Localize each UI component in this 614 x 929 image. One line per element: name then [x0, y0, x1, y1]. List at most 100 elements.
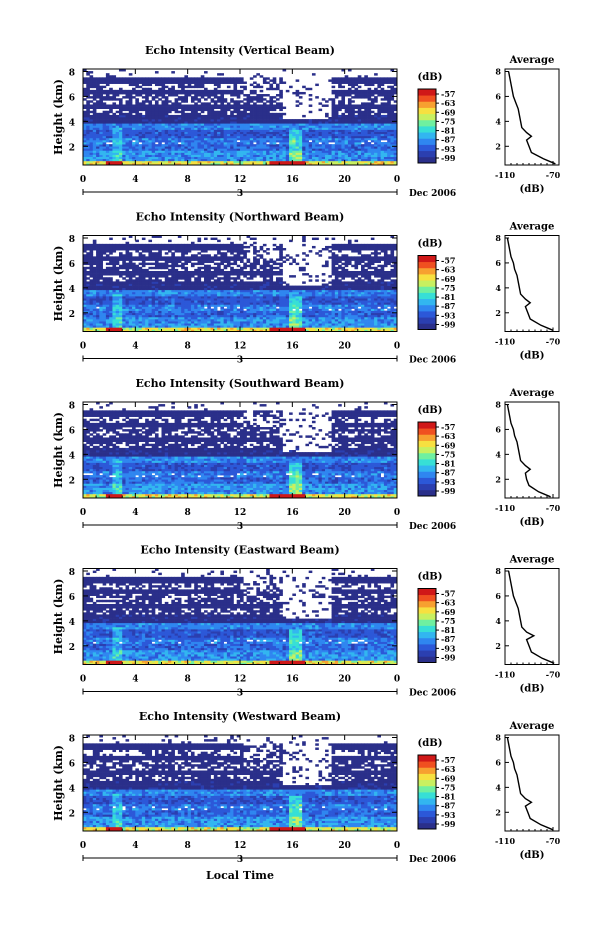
heatmap-cell — [154, 79, 159, 82]
heatmap-cell — [269, 108, 274, 112]
heatmap-cell — [132, 296, 136, 299]
heatmap-cell — [230, 79, 234, 82]
heatmap-cell — [138, 162, 143, 166]
heatmap-cell — [374, 154, 378, 158]
heatmap-cell — [171, 308, 175, 311]
heatmap-cell — [135, 91, 139, 95]
heatmap-cell — [387, 148, 391, 151]
heatmap-cell — [135, 266, 139, 270]
heatmap-cell — [190, 123, 195, 126]
heatmap-cell — [141, 146, 146, 149]
heatmap-cell — [272, 137, 277, 141]
heatmap-cell — [96, 256, 100, 259]
heatmap-cell — [354, 127, 359, 130]
heatmap-cell — [105, 245, 110, 249]
heatmap-cell — [236, 156, 241, 160]
heatmap-cell — [226, 106, 231, 110]
heatmap-cell — [259, 98, 264, 101]
heatmap-cell — [83, 121, 87, 124]
heatmap-cell — [210, 133, 215, 137]
heatmap-cell — [220, 110, 224, 114]
heatmap-cell — [328, 152, 332, 155]
heatmap-cell — [92, 316, 97, 320]
heatmap-cell — [122, 108, 126, 112]
heatmap-cell — [168, 325, 172, 328]
heatmap-cell — [89, 287, 94, 291]
heatmap-cell — [148, 289, 153, 293]
heatmap-cell — [364, 150, 368, 153]
heatmap-cell — [207, 150, 211, 153]
heatmap-cell — [217, 104, 221, 107]
heatmap-cell — [344, 77, 349, 80]
heatmap-cell — [233, 117, 238, 120]
heatmap-cell — [213, 162, 218, 166]
heatmap-cell — [207, 127, 211, 130]
heatmap-cell — [233, 94, 238, 97]
heatmap-cell — [181, 254, 185, 257]
heatmap-cell — [122, 123, 126, 126]
heatmap-cell — [174, 137, 179, 141]
heatmap-cell — [132, 245, 136, 249]
heatmap-cell — [99, 291, 103, 295]
heatmap-cell — [269, 85, 274, 89]
heatmap-cell — [115, 291, 120, 295]
heatmap-cell — [262, 152, 267, 155]
heatmap-cell — [318, 135, 323, 139]
heatmap-cell — [174, 125, 179, 128]
heatmap-cell — [341, 133, 346, 137]
heatmap-cell — [334, 129, 339, 132]
heatmap-cell — [148, 119, 153, 122]
heatmap-cell — [207, 142, 211, 145]
heatmap-cell — [112, 306, 117, 309]
heatmap-cell — [266, 152, 270, 155]
heatmap-cell — [295, 94, 300, 97]
heatmap-cell — [141, 262, 146, 266]
heatmap-cell — [200, 94, 205, 97]
heatmap-cell — [171, 106, 175, 110]
heatmap-cell — [269, 83, 274, 87]
heatmap-cell — [141, 273, 146, 276]
heatmap-cell — [295, 156, 300, 160]
heatmap-cell — [390, 135, 395, 139]
heatmap-cell — [374, 125, 378, 128]
heatmap-cell — [302, 139, 306, 143]
heatmap-cell — [96, 285, 100, 289]
heatmap-cell — [177, 235, 182, 238]
heatmap-cell — [387, 106, 391, 110]
heatmap-cell — [223, 144, 228, 147]
heatmap-cell — [174, 243, 179, 247]
heatmap-cell — [151, 310, 156, 314]
heatmap-cell — [347, 150, 352, 153]
heatmap-cell — [148, 281, 153, 284]
heatmap-cell — [331, 135, 336, 139]
heatmap-cell — [171, 273, 175, 276]
heatmap-cell — [115, 79, 120, 82]
heatmap-cell — [145, 256, 149, 259]
heatmap-cell — [357, 79, 362, 82]
heatmap-cell — [148, 154, 153, 158]
heatmap-cell — [102, 146, 107, 149]
heatmap-cell — [305, 127, 310, 130]
heatmap-cell — [370, 158, 375, 162]
heatmap-cell — [128, 323, 133, 326]
heatmap-cell — [217, 125, 221, 128]
heatmap-cell — [86, 314, 90, 318]
heatmap-cell — [279, 137, 283, 141]
heatmap-cell — [122, 329, 126, 332]
heatmap-cell — [272, 77, 277, 80]
heatmap-cell — [161, 273, 166, 276]
heatmap-cell — [151, 293, 156, 297]
heatmap-cell — [295, 154, 300, 158]
heatmap-cell — [233, 85, 238, 89]
heatmap-cell — [262, 110, 267, 114]
heatmap-cell — [207, 146, 211, 149]
heatmap-cell — [341, 121, 346, 124]
heatmap-cell — [223, 119, 228, 122]
heatmap-cell — [128, 258, 133, 261]
heatmap-cell — [259, 139, 264, 143]
heatmap-cell — [168, 91, 172, 95]
heatmap-cell — [154, 254, 159, 257]
heatmap-cell — [207, 298, 211, 301]
heatmap-cell — [246, 131, 251, 135]
heatmap-cell — [213, 94, 218, 97]
